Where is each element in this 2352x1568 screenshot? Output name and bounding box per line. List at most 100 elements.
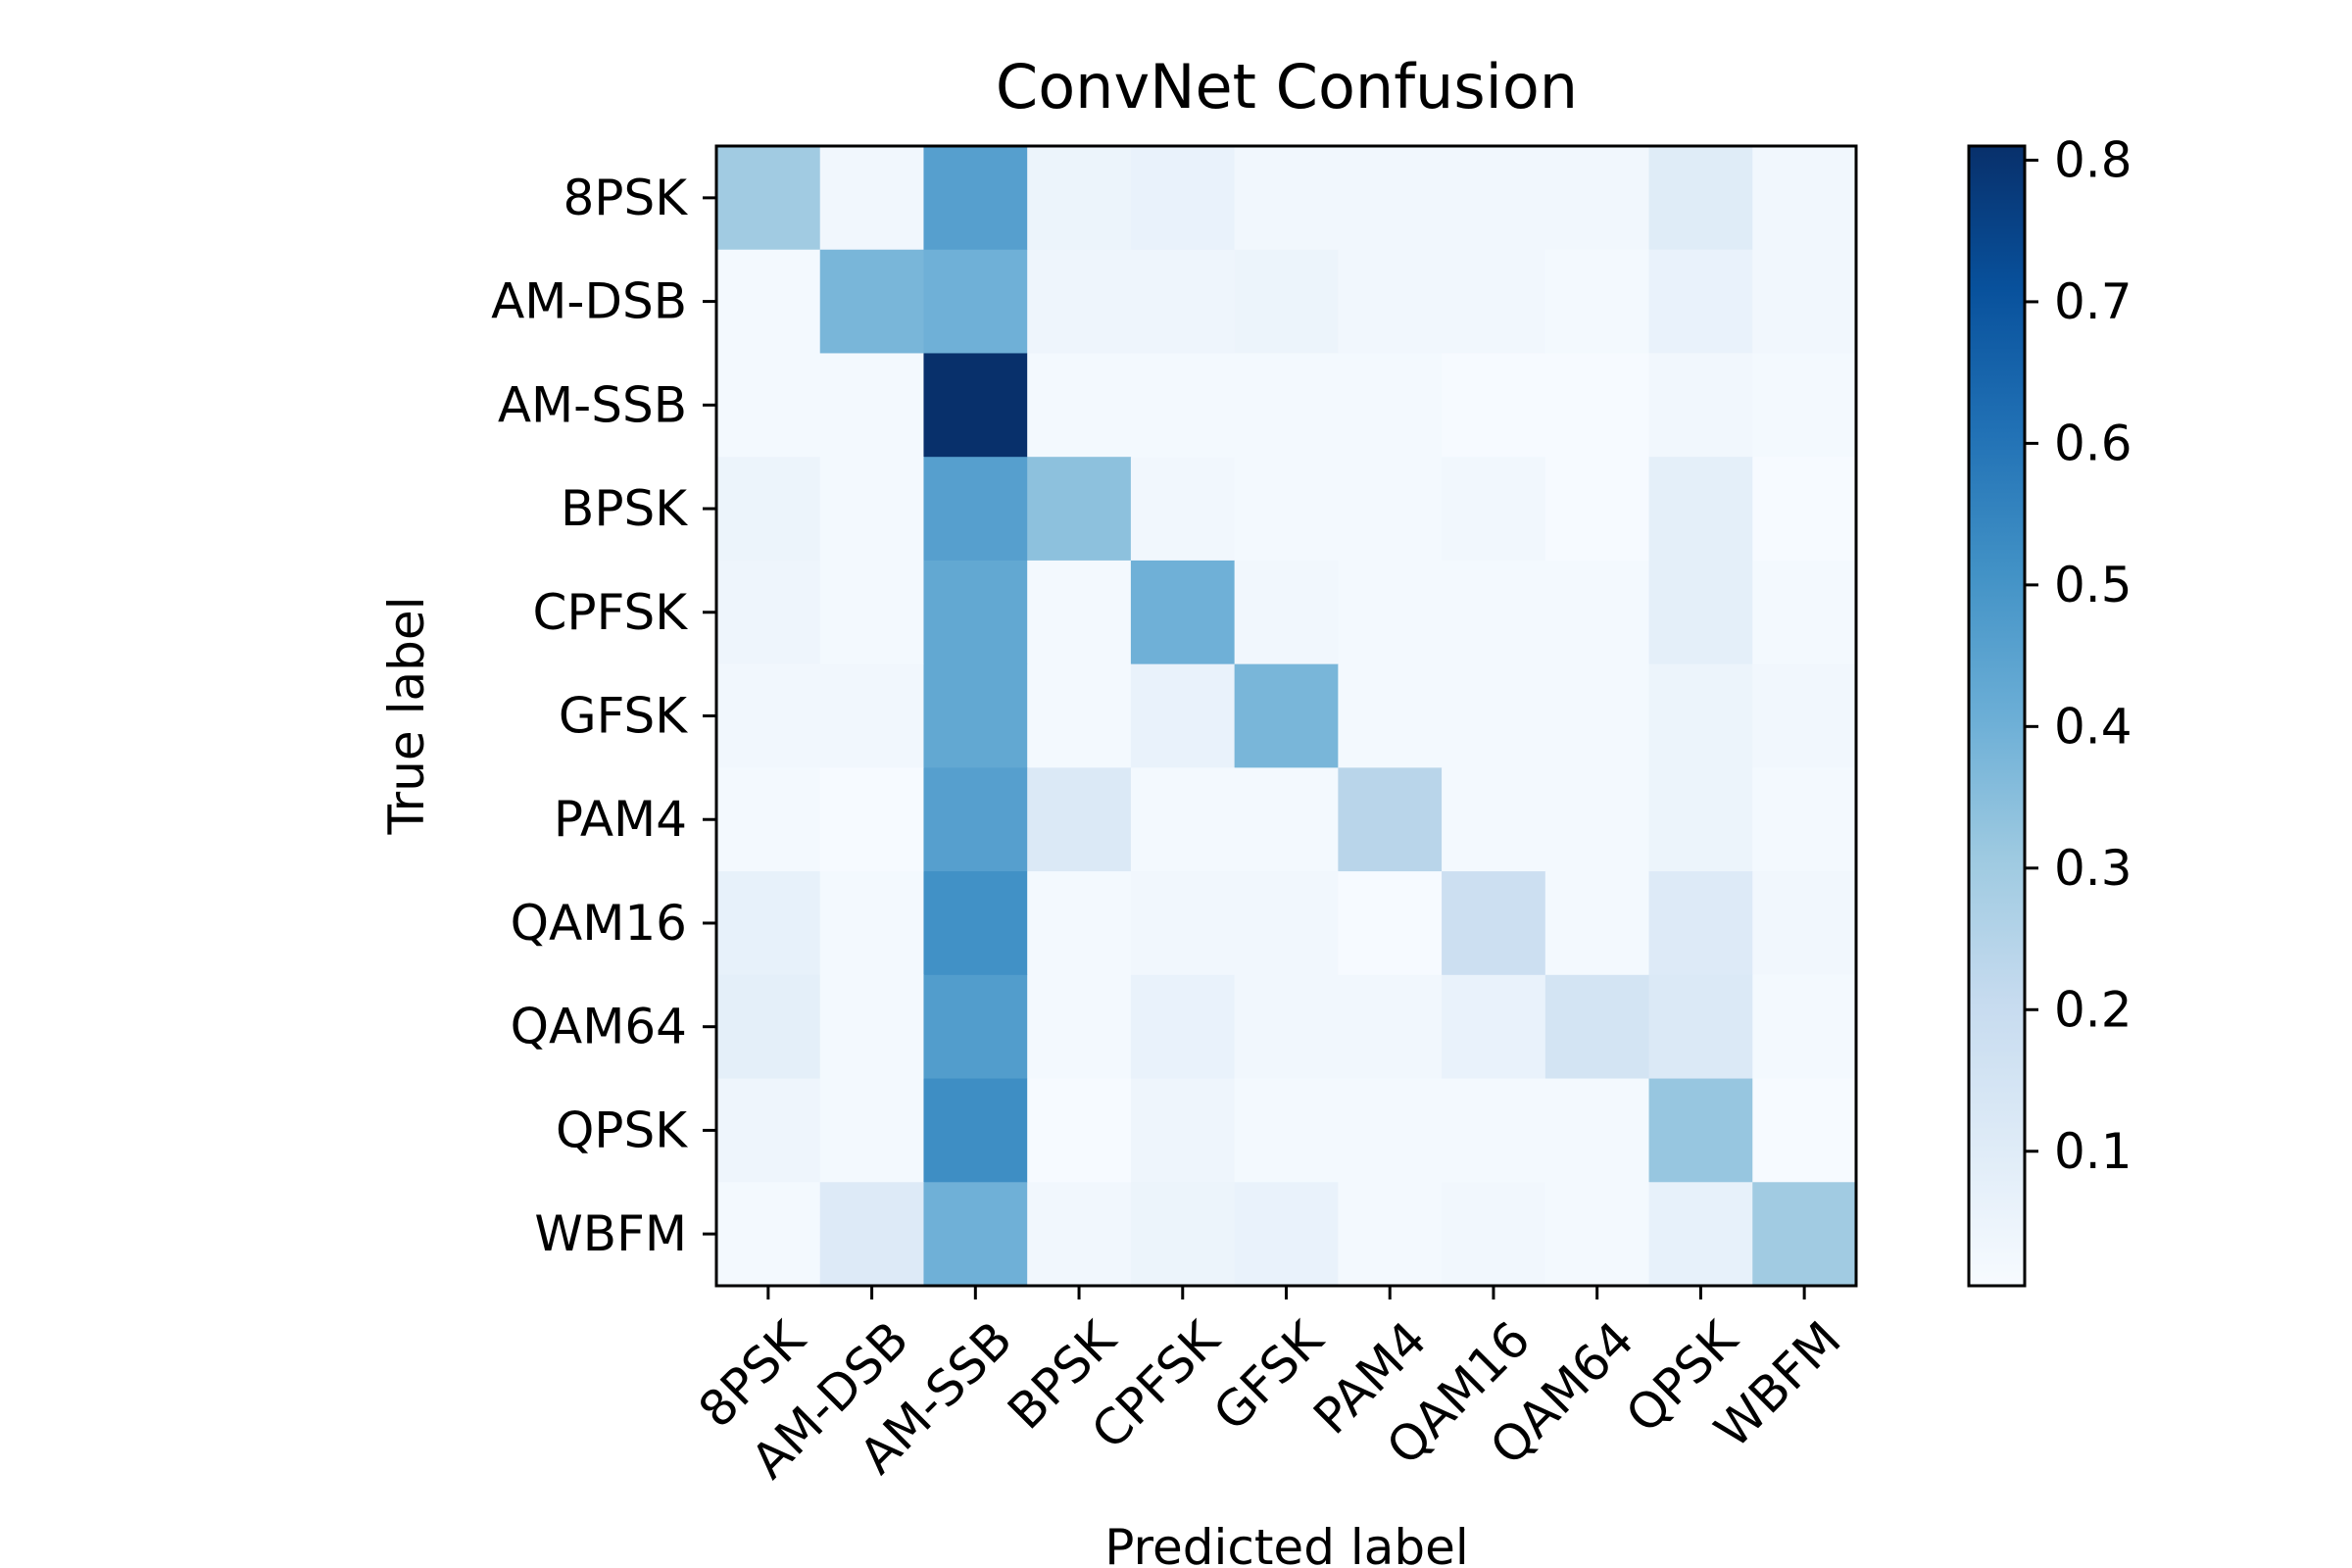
heatmap-cell [716, 1078, 821, 1183]
y-tick-label: QPSK [556, 1102, 688, 1158]
heatmap-cell [716, 249, 821, 354]
heatmap-cell [1234, 974, 1339, 1080]
heatmap-cell [1027, 146, 1132, 251]
heatmap-cell [1027, 974, 1132, 1080]
heatmap-cell [1544, 871, 1650, 976]
heatmap-cells [716, 146, 1857, 1287]
heatmap-cell [1648, 1078, 1753, 1183]
heatmap-cell [1648, 249, 1753, 354]
heatmap-cell [1442, 974, 1546, 1080]
heatmap-cell [923, 871, 1028, 976]
heatmap-cell [1442, 146, 1546, 251]
colorbar-tick-label: 0.8 [2054, 131, 2132, 188]
y-tick-label: PAM4 [554, 791, 687, 848]
heatmap-cell [819, 663, 924, 768]
heatmap-cell [716, 1182, 821, 1287]
heatmap-cell [1544, 1182, 1650, 1287]
heatmap-cell [1338, 146, 1443, 251]
heatmap-cell [923, 767, 1028, 872]
heatmap-cell [1544, 767, 1650, 872]
heatmap-cell [1752, 146, 1857, 251]
heatmap-cell [1752, 353, 1857, 458]
heatmap-cell [923, 353, 1028, 458]
heatmap-cell [1442, 767, 1546, 872]
heatmap-cell [1130, 767, 1236, 872]
heatmap-cell [923, 974, 1028, 1080]
heatmap-cell [1130, 146, 1236, 251]
heatmap-cell [1648, 974, 1753, 1080]
heatmap-cell [1752, 871, 1857, 976]
heatmap-cell [1130, 871, 1236, 976]
heatmap-cell [1442, 1182, 1546, 1287]
heatmap-cell [1130, 1182, 1236, 1287]
heatmap-cell [1752, 249, 1857, 354]
heatmap-cell [716, 974, 821, 1080]
heatmap-cell [819, 974, 924, 1080]
y-tick-label: CPFSK [533, 584, 689, 641]
x-tick-label: GFSK [1202, 1310, 1335, 1443]
heatmap-cell [716, 353, 821, 458]
heatmap-cell [1338, 1078, 1443, 1183]
heatmap-cell [1130, 974, 1236, 1080]
colorbar-tick-label: 0.4 [2054, 698, 2132, 755]
heatmap-cell [1027, 457, 1132, 562]
heatmap-cell [1234, 146, 1339, 251]
heatmap-cell [1648, 560, 1753, 665]
heatmap-cell [1648, 663, 1753, 768]
heatmap-cell [1234, 249, 1339, 354]
heatmap-cell [1338, 1182, 1443, 1287]
heatmap-cell [1442, 249, 1546, 354]
colorbar-tick-label: 0.7 [2054, 273, 2132, 330]
heatmap-cell [1027, 1078, 1132, 1183]
heatmap-cell [1234, 663, 1339, 768]
y-axis-label: True label [378, 596, 435, 835]
y-tick-label: QAM16 [511, 895, 687, 952]
chart-title: ConvNet Confusion [996, 51, 1578, 122]
heatmap-cell [1338, 457, 1443, 562]
heatmap-cell [819, 146, 924, 251]
heatmap-cell [923, 663, 1028, 768]
heatmap-cell [1338, 663, 1443, 768]
x-axis-label: Predicted label [1104, 1519, 1469, 1568]
heatmap-cell [716, 767, 821, 872]
colorbar-ticks: 0.1 0.2 0.3 0.4 0.5 0.6 0.7 0.8 [2025, 131, 2132, 1180]
heatmap-cell [1544, 974, 1650, 1080]
heatmap-cell [1648, 1182, 1753, 1287]
heatmap-cell [819, 457, 924, 562]
heatmap-cell [819, 560, 924, 665]
heatmap-cell [1544, 353, 1650, 458]
heatmap-cell [1130, 353, 1236, 458]
heatmap-cell [923, 1078, 1028, 1183]
heatmap-cell [1130, 663, 1236, 768]
heatmap-cell [1544, 1078, 1650, 1183]
heatmap-cell [819, 249, 924, 354]
heatmap-cell [1648, 146, 1753, 251]
heatmap-cell [716, 663, 821, 768]
heatmap-cell [923, 249, 1028, 354]
heatmap-cell [1130, 1078, 1236, 1183]
heatmap-cell [1338, 871, 1443, 976]
colorbar-tick-label: 0.2 [2054, 981, 2132, 1038]
heatmap-cell [1544, 560, 1650, 665]
heatmap-cell [819, 871, 924, 976]
heatmap-cell [1544, 663, 1650, 768]
heatmap-cell [1130, 560, 1236, 665]
heatmap-cell [819, 767, 924, 872]
colorbar-tick-label: 0.5 [2054, 557, 2132, 613]
heatmap-cell [1752, 767, 1857, 872]
heatmap-cell [1648, 353, 1753, 458]
heatmap-cell [716, 457, 821, 562]
heatmap-cell [716, 560, 821, 665]
heatmap-cell [923, 457, 1028, 562]
heatmap-cell [1027, 767, 1132, 872]
heatmap-cell [1130, 249, 1236, 354]
heatmap-cell [819, 1078, 924, 1183]
heatmap-cell [1442, 353, 1546, 458]
heatmap-cell [1234, 1078, 1339, 1183]
heatmap-cell [923, 146, 1028, 251]
y-axis-ticks: 8PSK AM-DSB AM-SSB BPSK CPFSK GFSK PAM4 QAM16 QA… [491, 170, 716, 1262]
heatmap-cell [1234, 457, 1339, 562]
colorbar-tick-label: 0.6 [2054, 415, 2132, 471]
heatmap-cell [1752, 560, 1857, 665]
